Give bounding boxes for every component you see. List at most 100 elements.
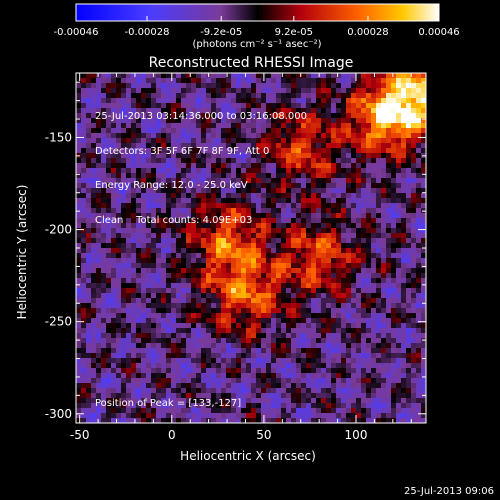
heatmap-cell	[406, 123, 412, 129]
heatmap-cell	[246, 243, 252, 249]
heatmap-cell	[231, 218, 237, 224]
heatmap-cell	[131, 108, 137, 114]
heatmap-cell	[141, 118, 147, 124]
heatmap-cell	[121, 373, 127, 379]
heatmap-cell	[366, 193, 372, 199]
heatmap-cell	[316, 98, 322, 104]
heatmap-cell	[286, 413, 292, 419]
heatmap-cell	[91, 178, 97, 184]
heatmap-cell	[116, 238, 122, 244]
heatmap-cell	[371, 323, 377, 329]
heatmap-cell	[286, 143, 292, 149]
heatmap-cell	[146, 378, 152, 384]
heatmap-cell	[101, 403, 107, 409]
heatmap-cell	[321, 258, 327, 264]
heatmap-cell	[131, 123, 137, 129]
heatmap-cell	[106, 363, 112, 369]
heatmap-cell	[181, 313, 187, 319]
heatmap-cell	[311, 213, 317, 219]
heatmap-cell	[331, 218, 337, 224]
heatmap-cell	[296, 288, 302, 294]
heatmap-cell	[221, 223, 227, 229]
heatmap-cell	[186, 318, 192, 324]
heatmap-cell	[156, 123, 162, 129]
heatmap-cell	[256, 233, 262, 239]
heatmap-cell	[406, 413, 412, 419]
heatmap-cell	[131, 198, 137, 204]
heatmap-cell	[286, 223, 292, 229]
heatmap-cell	[336, 388, 342, 394]
heatmap-cell	[421, 418, 426, 423]
heatmap-cell	[256, 218, 262, 224]
heatmap-cell	[191, 403, 197, 409]
heatmap-cell	[76, 213, 82, 219]
heatmap-cell	[331, 323, 337, 329]
heatmap-cell	[296, 413, 302, 419]
heatmap-cell	[376, 98, 382, 104]
heatmap-cell	[386, 243, 392, 249]
heatmap-cell	[261, 148, 267, 154]
heatmap-cell	[151, 243, 157, 249]
heatmap-cell	[81, 413, 87, 419]
heatmap-cell	[381, 288, 387, 294]
heatmap-cell	[406, 153, 412, 159]
heatmap-cell	[211, 368, 217, 374]
heatmap-cell	[416, 388, 422, 394]
heatmap-cell	[191, 298, 197, 304]
heatmap-cell	[411, 298, 417, 304]
heatmap-cell	[216, 303, 222, 309]
heatmap-cell	[251, 233, 257, 239]
heatmap-cell	[221, 243, 227, 249]
heatmap-cell	[361, 378, 367, 384]
heatmap-cell	[341, 218, 347, 224]
heatmap-cell	[381, 283, 387, 289]
heatmap-cell	[316, 358, 322, 364]
heatmap-cell	[261, 278, 267, 284]
heatmap-cell	[386, 393, 392, 399]
heatmap-cell	[216, 78, 222, 84]
heatmap-cell	[351, 383, 357, 389]
heatmap-cell	[211, 158, 217, 164]
heatmap-cell	[376, 228, 382, 234]
heatmap-cell	[136, 398, 142, 404]
heatmap-cell	[111, 143, 117, 149]
heatmap-cell	[401, 363, 407, 369]
heatmap-cell	[361, 303, 367, 309]
heatmap-cell	[361, 223, 367, 229]
heatmap-cell	[281, 248, 287, 254]
heatmap-cell	[271, 263, 277, 269]
heatmap-cell	[411, 323, 417, 329]
heatmap-cell	[411, 218, 417, 224]
heatmap-cell	[196, 133, 202, 139]
heatmap-cell	[86, 228, 92, 234]
heatmap-cell	[366, 163, 372, 169]
heatmap-cell	[341, 268, 347, 274]
heatmap-cell	[291, 238, 297, 244]
heatmap-cell	[186, 203, 192, 209]
heatmap-cell	[396, 303, 402, 309]
heatmap-cell	[361, 368, 367, 374]
heatmap-cell	[321, 283, 327, 289]
heatmap-cell	[406, 248, 412, 254]
heatmap-cell	[166, 128, 172, 134]
heatmap-cell	[156, 143, 162, 149]
heatmap-cell	[261, 243, 267, 249]
heatmap-cell	[186, 148, 192, 154]
heatmap-cell	[111, 283, 117, 289]
heatmap-cell	[196, 368, 202, 374]
heatmap-cell	[236, 223, 242, 229]
heatmap-cell	[156, 358, 162, 364]
heatmap-cell	[311, 403, 317, 409]
heatmap-cell	[366, 248, 372, 254]
heatmap-cell	[231, 318, 237, 324]
heatmap-cell	[361, 328, 367, 334]
heatmap-cell	[401, 408, 407, 414]
heatmap-cell	[231, 258, 237, 264]
heatmap-cell	[411, 268, 417, 274]
heatmap-cell	[236, 203, 242, 209]
heatmap-cell	[96, 283, 102, 289]
heatmap-cell	[281, 153, 287, 159]
heatmap-cell	[96, 318, 102, 324]
heatmap-cell	[281, 88, 287, 94]
heatmap-cell	[351, 413, 357, 419]
